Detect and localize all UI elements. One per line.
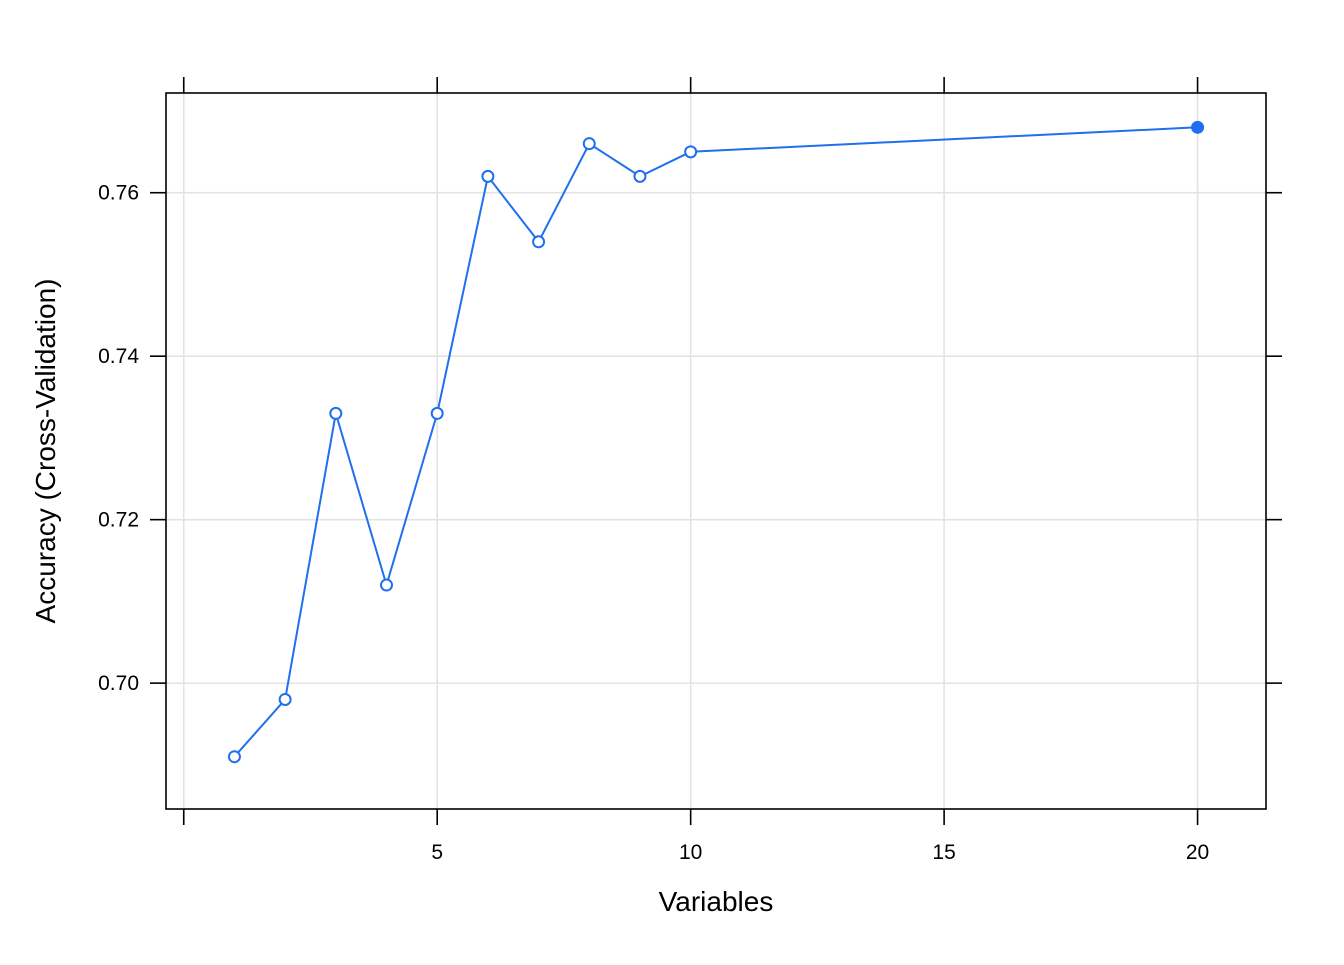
data-point: [278, 692, 292, 706]
data-point: [481, 169, 495, 183]
y-tick-label: 0.76: [98, 182, 139, 205]
data-point: [380, 578, 394, 592]
grid: [166, 93, 1266, 809]
y-axis-title: Accuracy (Cross-Validation): [30, 279, 61, 624]
data-point: [329, 406, 343, 420]
data-point: [633, 169, 647, 183]
data-point: [532, 235, 546, 249]
data-point: [227, 750, 241, 764]
y-tick-label: 0.72: [98, 509, 139, 532]
data-point: [582, 137, 596, 151]
plot-frame: [165, 92, 1267, 810]
x-axis-title: Variables: [659, 886, 774, 917]
series-line: [233, 126, 1198, 758]
y-tick-label: 0.74: [98, 345, 139, 368]
selected-data-point: [1191, 120, 1205, 134]
axis-ticks: 5 10 15 20 0.70 0.72 0.74 0.76: [98, 77, 1282, 864]
x-tick-label: 5: [431, 841, 443, 864]
x-tick-label: 10: [679, 841, 702, 864]
series: [227, 120, 1205, 764]
data-point: [430, 406, 444, 420]
data-point: [684, 145, 698, 159]
x-tick-label: 15: [932, 841, 955, 864]
y-tick-label: 0.70: [98, 672, 139, 695]
x-tick-label: 20: [1186, 841, 1209, 864]
